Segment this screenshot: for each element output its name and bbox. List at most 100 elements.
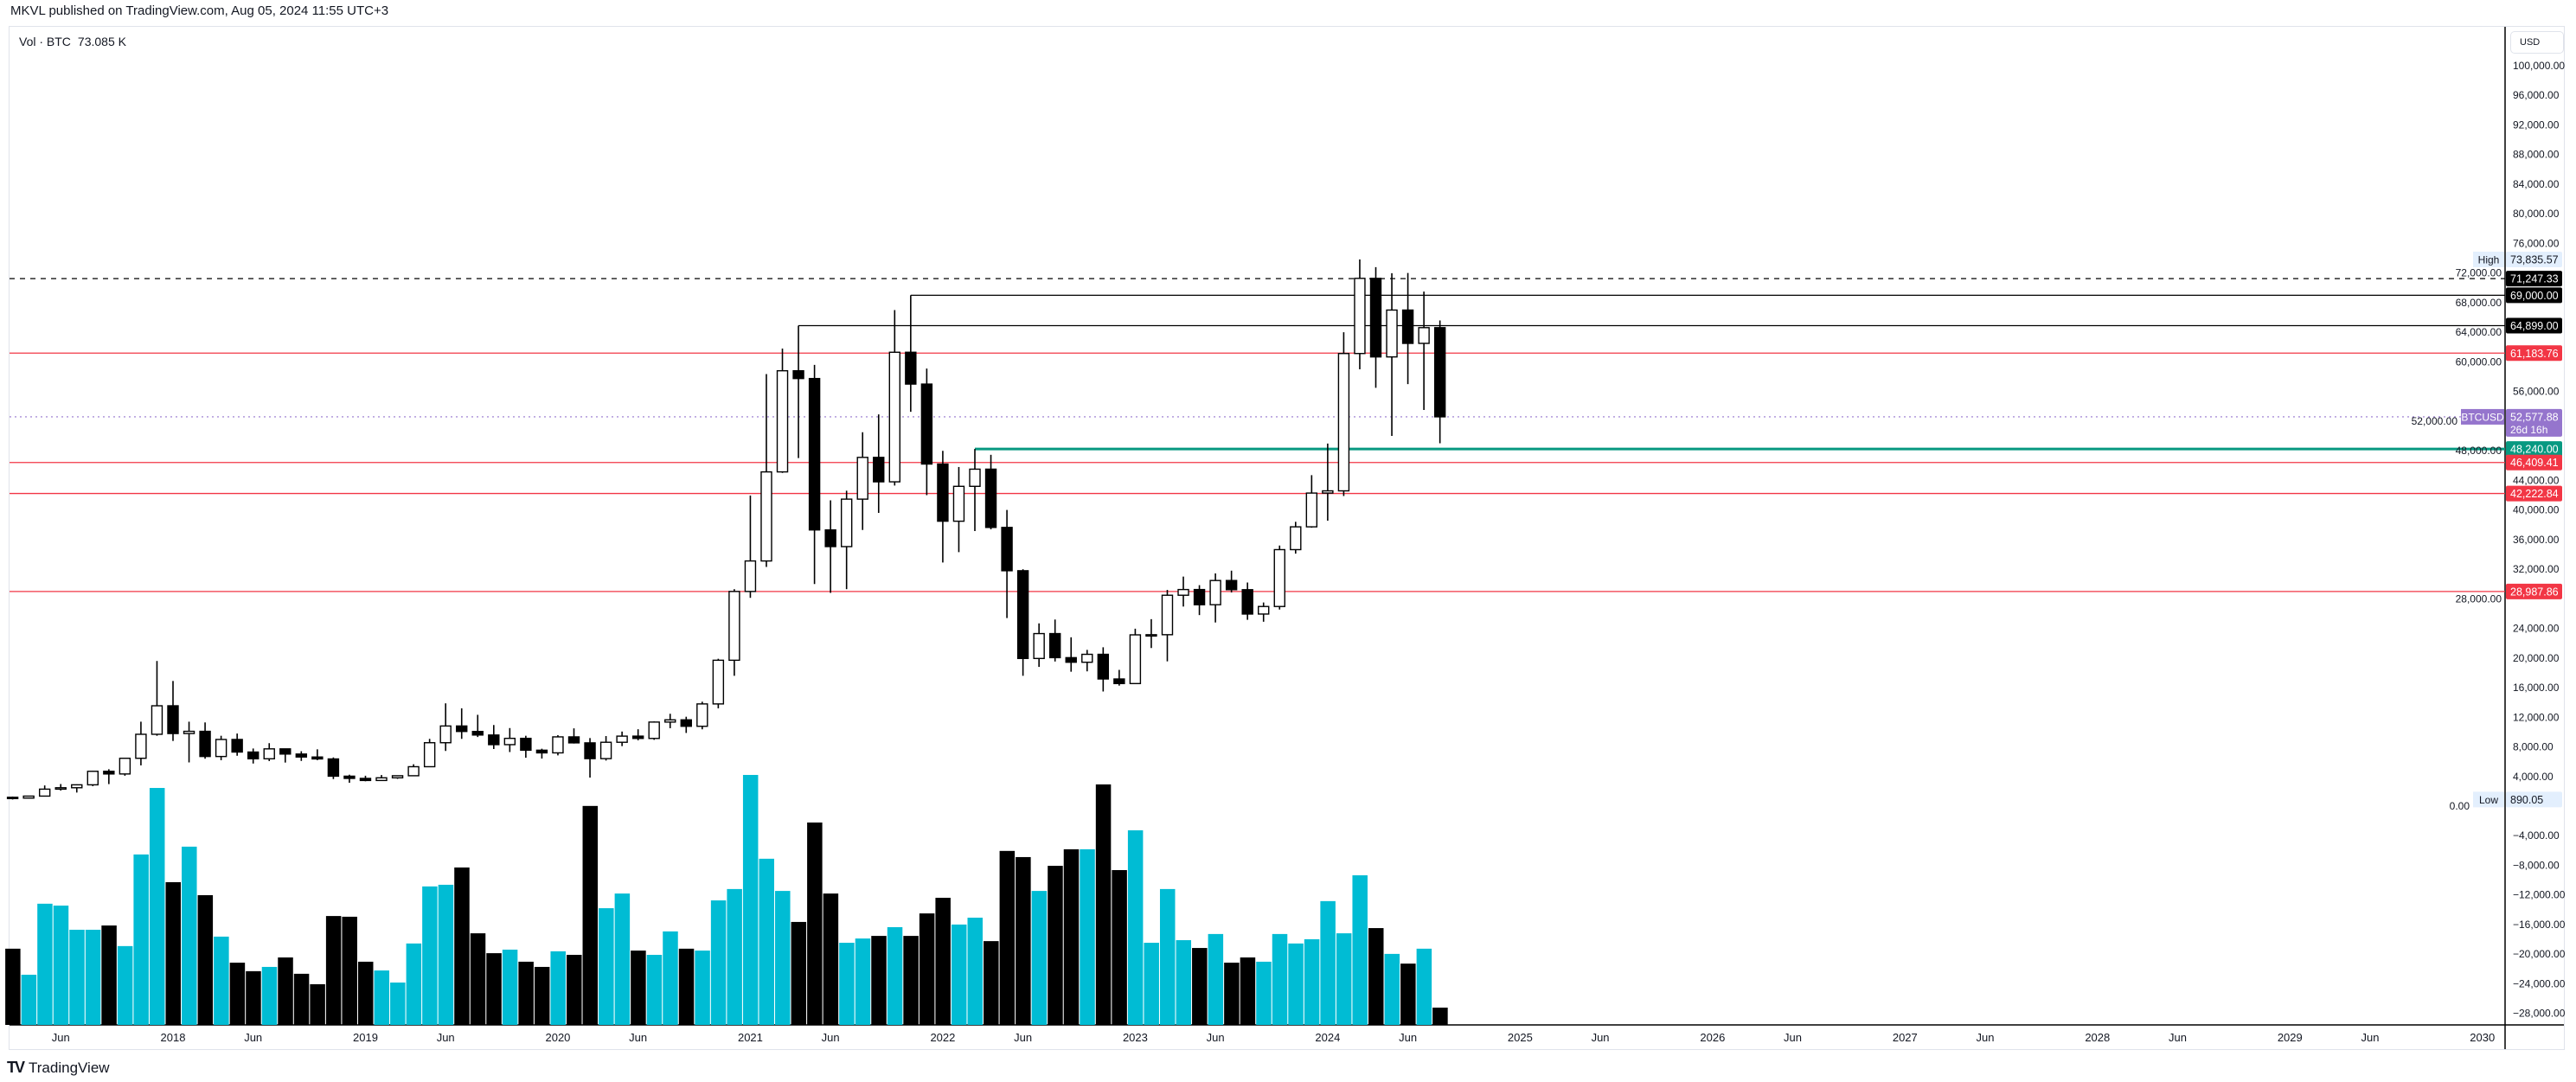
candle-down[interactable]	[1097, 653, 1110, 680]
candle-up[interactable]	[38, 788, 51, 797]
candle-up[interactable]	[552, 736, 564, 754]
candle-up[interactable]	[1322, 490, 1334, 494]
volume-bar	[470, 933, 486, 1025]
candle-down[interactable]	[808, 377, 821, 531]
candle-up[interactable]	[215, 739, 227, 758]
candle-up[interactable]	[1209, 579, 1221, 605]
candle-up[interactable]	[407, 765, 420, 777]
candle-up[interactable]	[375, 777, 388, 782]
candle-up[interactable]	[503, 737, 516, 746]
candle-up[interactable]	[664, 719, 676, 723]
candle-down[interactable]	[343, 775, 356, 779]
candle-down[interactable]	[456, 725, 468, 733]
candle-up[interactable]	[151, 705, 163, 735]
time-tick-label: 2026	[1700, 1031, 1725, 1044]
symbol-tag-bg	[2461, 408, 2504, 425]
candle-up[interactable]	[1354, 278, 1366, 355]
volume-bar	[935, 898, 951, 1025]
candle-down[interactable]	[873, 457, 885, 483]
candle-up[interactable]	[648, 721, 660, 739]
time-tick-label: Jun	[1399, 1031, 1417, 1044]
candle-up[interactable]	[1258, 605, 1270, 615]
candle-down[interactable]	[199, 730, 211, 758]
candle-down[interactable]	[1065, 656, 1077, 663]
candle-up[interactable]	[135, 733, 147, 759]
tradingview-logo[interactable]: TV TradingView	[7, 1059, 110, 1077]
candle-up[interactable]	[1337, 353, 1350, 492]
candle-down[interactable]	[1113, 678, 1125, 685]
candle-down[interactable]	[920, 383, 933, 465]
candle-up[interactable]	[728, 591, 740, 662]
candle-up[interactable]	[54, 787, 67, 791]
candle-up[interactable]	[599, 741, 612, 759]
candle-down[interactable]	[631, 735, 644, 739]
candle-down[interactable]	[792, 369, 804, 380]
candle-down[interactable]	[1225, 579, 1238, 591]
candle-up[interactable]	[1386, 309, 1398, 358]
candle-up[interactable]	[840, 498, 853, 547]
candle-down[interactable]	[1401, 309, 1414, 344]
candle-down[interactable]	[1001, 527, 1013, 572]
candle-down[interactable]	[231, 739, 243, 753]
candle-up[interactable]	[183, 730, 195, 734]
candle-up[interactable]	[712, 659, 725, 705]
candle-up[interactable]	[1081, 653, 1093, 663]
candle-down[interactable]	[359, 778, 372, 782]
candle-down[interactable]	[103, 771, 115, 775]
candle-down[interactable]	[327, 758, 340, 778]
candle-up[interactable]	[423, 742, 436, 768]
candle-down[interactable]	[279, 748, 292, 755]
candle-down[interactable]	[905, 351, 917, 385]
candle-down[interactable]	[937, 463, 949, 522]
candle-down[interactable]	[567, 736, 580, 744]
candle-up[interactable]	[263, 748, 275, 760]
candle-down[interactable]	[488, 734, 500, 746]
candle-up[interactable]	[391, 775, 404, 779]
candle-down[interactable]	[824, 529, 836, 547]
candle-down[interactable]	[1369, 278, 1382, 358]
candle-up[interactable]	[439, 725, 452, 744]
candle-up[interactable]	[71, 784, 83, 789]
candle-down[interactable]	[1193, 588, 1206, 605]
candle-up[interactable]	[1305, 492, 1318, 528]
candle-down[interactable]	[520, 737, 532, 752]
candle-up[interactable]	[1418, 327, 1430, 344]
candle-up[interactable]	[744, 560, 757, 592]
candle-up[interactable]	[1145, 634, 1157, 637]
candle-up[interactable]	[119, 758, 131, 775]
candle-up[interactable]	[87, 771, 99, 786]
candle-down[interactable]	[167, 705, 179, 734]
candle-down[interactable]	[680, 719, 692, 727]
candle-up[interactable]	[888, 351, 901, 483]
currency-button[interactable]: USD	[2510, 31, 2564, 54]
candle-up[interactable]	[776, 369, 789, 473]
candle-down[interactable]	[1016, 570, 1029, 660]
candle-up[interactable]	[696, 703, 708, 727]
candle-down[interactable]	[1433, 327, 1446, 418]
candle-up[interactable]	[760, 471, 772, 562]
candle-down[interactable]	[535, 749, 548, 754]
candle-up[interactable]	[1161, 594, 1174, 636]
candle-down[interactable]	[1241, 589, 1253, 615]
level-price-label: 28,987.86	[2510, 586, 2559, 598]
candle-up[interactable]	[616, 735, 628, 743]
candle-down[interactable]	[471, 731, 484, 736]
candle-down[interactable]	[584, 742, 596, 759]
candle-up[interactable]	[1177, 588, 1189, 596]
price-tick-label: −28,000.00	[2513, 1008, 2566, 1020]
candle-up[interactable]	[952, 485, 965, 522]
candle-down[interactable]	[6, 797, 19, 800]
candle-up[interactable]	[1129, 634, 1142, 685]
candle-down[interactable]	[1048, 632, 1061, 659]
candle-down[interactable]	[311, 756, 324, 760]
candle-down[interactable]	[984, 468, 997, 528]
candle-down[interactable]	[247, 751, 260, 760]
candle-up[interactable]	[856, 457, 868, 500]
candle-up[interactable]	[22, 795, 35, 799]
candle-up[interactable]	[1290, 526, 1302, 551]
candle-up[interactable]	[969, 468, 981, 487]
candle-up[interactable]	[1033, 632, 1045, 660]
candle-up[interactable]	[1273, 548, 1285, 607]
candle-down[interactable]	[295, 753, 308, 758]
